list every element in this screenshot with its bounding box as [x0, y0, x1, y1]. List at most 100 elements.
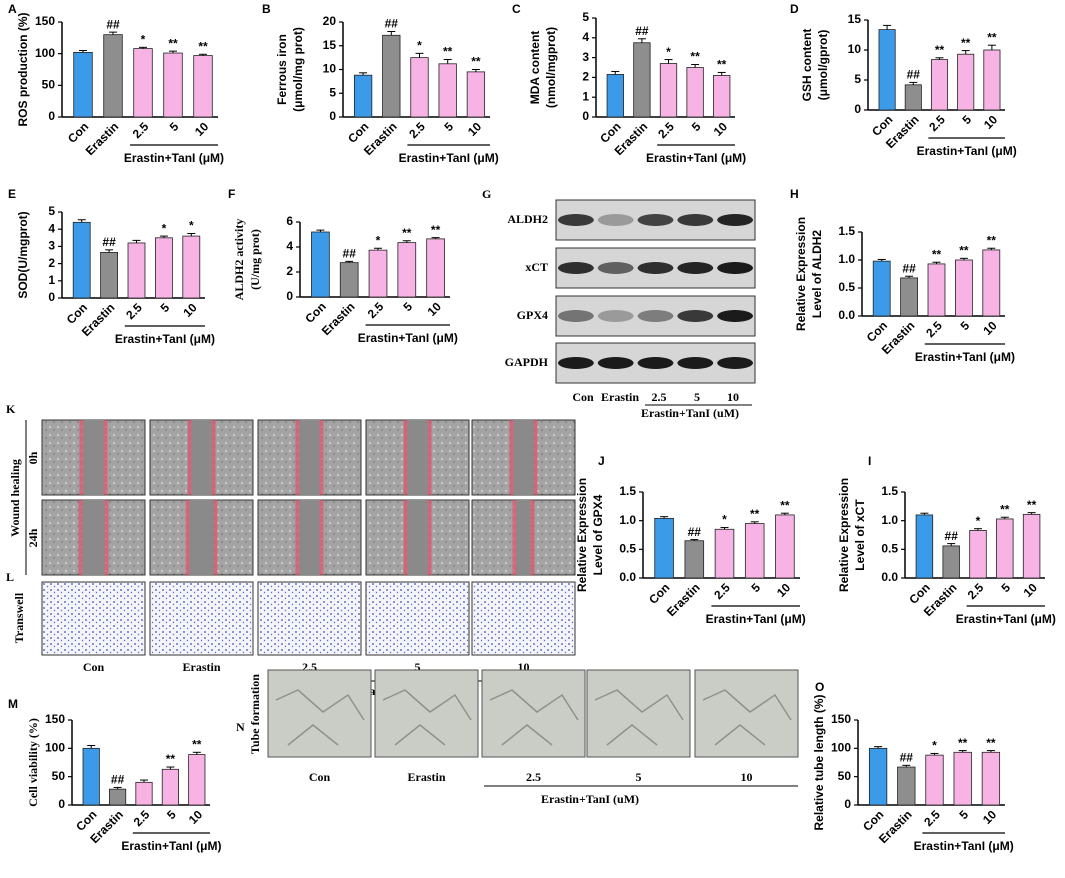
- transwell-image: [41, 581, 146, 656]
- x-tick-label: 10: [981, 112, 1001, 132]
- bar: [942, 545, 960, 579]
- panel-letter: H: [790, 187, 799, 201]
- group-label: Erastin+TanI (μM): [646, 151, 746, 165]
- wound-edge: [185, 500, 190, 575]
- tube-image: [267, 669, 372, 758]
- x-tick-label: 10: [186, 807, 206, 827]
- x-tick-label: Con: [646, 580, 672, 606]
- blot-band: [717, 214, 754, 226]
- blot-band: [677, 357, 714, 369]
- y-tick-label: 0: [844, 797, 851, 811]
- y-tick-label: 0.5: [881, 542, 898, 556]
- transwell-image: [471, 581, 576, 656]
- significance-label: ##: [635, 24, 649, 38]
- x-tick-label: 10: [980, 807, 1000, 827]
- y-tick-label: 5: [329, 85, 336, 99]
- wound-gap: [189, 500, 214, 575]
- panel-letter: O: [815, 680, 824, 694]
- transwell-image: [149, 581, 254, 656]
- blot-band: [637, 357, 674, 369]
- y-axis-label: (U/mg prot): [248, 229, 262, 290]
- protein-label: ALDH2: [507, 212, 548, 226]
- bar: [925, 754, 944, 806]
- wound-edge: [509, 420, 514, 495]
- row-label: 24h: [26, 528, 40, 547]
- y-tick-label: 100: [35, 46, 55, 60]
- y-axis-label: GSH content: [800, 29, 814, 102]
- y-tick-label: 5: [854, 72, 861, 86]
- bar: [73, 52, 93, 118]
- significance-label: **: [958, 736, 968, 750]
- blot-band: [597, 310, 634, 322]
- bar: [100, 252, 118, 299]
- y-axis-label: Relative Expression: [575, 478, 589, 592]
- y-tick-label: 1.5: [838, 224, 855, 238]
- wound-edge: [295, 420, 300, 495]
- wound-edge: [213, 500, 218, 575]
- x-tick-label: 5: [959, 112, 974, 127]
- significance-label: *: [417, 39, 422, 53]
- bar: [775, 514, 795, 579]
- bar: [426, 238, 445, 298]
- significance-label: ##: [343, 247, 357, 261]
- x-tick-label: 10: [980, 318, 1000, 338]
- bar: [659, 63, 678, 118]
- lane-label: Con: [83, 660, 105, 674]
- y-tick-label: 0.0: [881, 570, 898, 584]
- y-axis-label: SOD(U/mgprot): [16, 211, 30, 298]
- y-tick-label: 4: [582, 30, 589, 44]
- x-tick-label: 5: [164, 807, 179, 822]
- significance-label: ##: [106, 17, 120, 31]
- y-tick-label: 5: [582, 10, 589, 24]
- y-tick-label: 1.5: [619, 484, 636, 498]
- bar: [713, 75, 731, 118]
- x-tick-label: 2.5: [923, 318, 945, 340]
- x-tick-label: 2.5: [921, 807, 943, 829]
- y-tick-label: 2: [286, 264, 293, 278]
- blot-band: [557, 262, 594, 274]
- y-axis-label: (μmol/gprot): [816, 30, 830, 101]
- bar: [878, 29, 896, 111]
- blot-band: [637, 310, 674, 322]
- significance-label: *: [162, 221, 167, 235]
- x-tick-label: 2.5: [365, 299, 387, 321]
- significance-label: **: [961, 36, 971, 50]
- bar: [868, 747, 888, 806]
- bar: [969, 530, 987, 579]
- x-tick-label: 5: [158, 300, 173, 315]
- significance-label: **: [471, 55, 481, 69]
- significance-label: *: [932, 739, 937, 753]
- blot-band: [637, 262, 674, 274]
- y-tick-label: 50: [52, 769, 66, 783]
- group-label: Erastin+TanI (μM): [915, 350, 1015, 364]
- bar: [72, 221, 91, 299]
- significance-label: *: [976, 514, 981, 528]
- wound-edge: [79, 420, 84, 495]
- transwell-image: [365, 581, 470, 656]
- blot-band: [637, 214, 674, 226]
- bar: [410, 57, 429, 118]
- lane-label: 10: [741, 770, 753, 784]
- y-tick-label: 3: [48, 239, 55, 253]
- side-label: Wound healing: [8, 459, 22, 537]
- blot-band: [557, 310, 594, 322]
- bar: [339, 262, 359, 298]
- tube-image: [481, 669, 586, 758]
- y-tick-label: 1.0: [619, 513, 636, 527]
- bar: [82, 747, 100, 806]
- x-tick-label: 2.5: [655, 119, 677, 141]
- wound-gap: [191, 420, 212, 495]
- protein-label: GPX4: [517, 308, 548, 322]
- wound-edge: [211, 420, 216, 495]
- y-tick-label: 150: [831, 712, 851, 726]
- bar: [900, 277, 918, 317]
- y-tick-label: 1: [582, 89, 589, 103]
- bar: [996, 518, 1014, 579]
- group-label: Erastin+TanI (uM): [641, 406, 739, 420]
- panel-letter: K: [6, 402, 16, 416]
- y-tick-label: 15: [848, 12, 862, 26]
- significance-label: **: [986, 736, 996, 750]
- panel-letter: G: [482, 187, 491, 201]
- y-tick-label: 2: [48, 256, 55, 270]
- y-tick-label: 10: [848, 42, 862, 56]
